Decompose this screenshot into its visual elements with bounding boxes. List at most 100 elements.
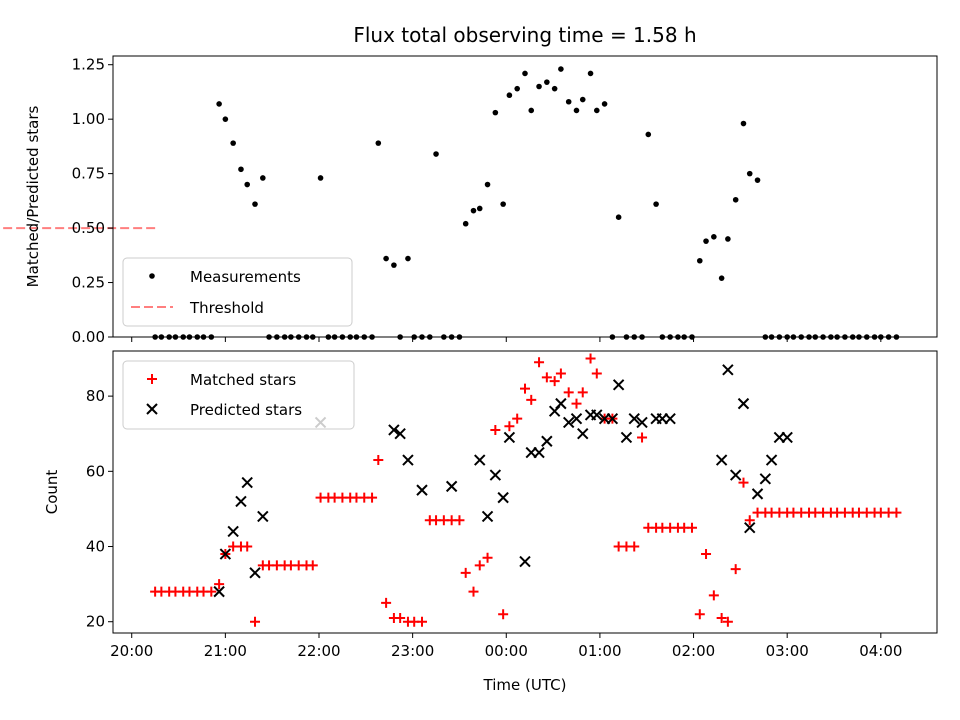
y-tick-label: 0.00 [72,328,105,346]
predicted-stars-point [606,412,619,425]
predicted-stars-point [737,397,750,410]
top-y-axis-ticks: 0.00 0.25 0.50 0.75 1.00 1.25 [72,56,113,346]
predicted-stars-point [257,510,269,523]
x-tick-label: 04:00 [859,642,902,660]
measurement-point [470,207,477,214]
predicted-stars-point [227,525,239,538]
predicted-stars-point [636,416,648,429]
measurement-point [506,92,513,99]
measurement-point [222,116,229,122]
matched-stars-point [722,616,733,627]
measurement-point [522,70,528,77]
matched-stars-point [571,398,582,409]
matched-stars-point [367,492,378,503]
measurement-point [244,181,251,188]
measurement-point [484,181,491,188]
predicted-stars-point [744,522,756,534]
matched-stars-point [395,612,406,623]
measurement-point [260,175,266,181]
measurement-point [544,79,550,85]
matched-stars-point [549,376,560,387]
measurement-point [740,120,747,127]
measurement-point [375,140,382,146]
matched-stars-point [891,507,902,518]
measurement-point [565,98,572,105]
matched-stars-point [307,560,318,571]
measurement-point [216,101,222,107]
legend-label-measurements: Measurements [190,268,301,286]
measurement-point [536,83,542,90]
predicted-stars-point [570,412,583,425]
chart-title: Flux total observing time = 1.58 h [353,23,696,47]
x-tick-label: 01:00 [578,642,621,660]
predicted-stars-point [555,397,567,410]
bottom-legend-box [122,360,355,430]
matched-stars-point [563,387,574,398]
measurement-point [238,166,244,173]
predicted-stars-point [533,446,545,459]
predicted-stars-point [664,412,676,425]
measurement-point [579,96,586,103]
predicted-stars-point [577,428,589,440]
predicted-stars-point [219,548,232,560]
measurement-point [587,70,594,77]
matched-stars-point [708,590,719,601]
matched-stars-point [686,522,697,533]
predicted-stars-point [249,567,261,579]
measurement-point [476,205,483,212]
bottom-y-axis-label: Count [43,470,61,515]
x-tick-label: 23:00 [391,642,434,660]
y-tick-label: 40 [86,538,105,556]
y-tick-label: 20 [86,613,105,631]
measurement-point [725,236,731,242]
matched-stars-point [498,609,509,620]
y-tick-label: 1.25 [72,56,105,74]
bottom-y-axis-ticks: 20 40 60 80 [86,387,113,631]
predicted-stars-point [402,454,414,466]
y-tick-label: 1.00 [72,110,105,128]
measurement-point [558,66,564,72]
measurement-point [551,85,558,92]
matched-stars-point [482,552,493,563]
x-tick-label: 20:00 [110,642,153,660]
matched-stars-point [468,586,479,597]
measurement-point [573,107,580,114]
predicted-stars-point [729,469,742,481]
top-plot-frame [112,55,938,338]
measurement-point [252,201,258,207]
measurement-point [696,257,703,264]
matched-stars-point [577,387,588,398]
matched-stars-point [454,515,465,526]
matched-stars-point [738,477,749,488]
y-tick-label: 0.25 [72,274,105,292]
x-axis-label: Time (UTC) [483,676,567,694]
legend-marker-predicted [146,403,158,415]
measurement-point [601,101,608,107]
measurement-point [230,140,236,146]
measurement-point [711,233,717,240]
matched-stars-point [520,383,530,394]
matched-stars-point [242,541,253,552]
measurement-point [754,177,761,183]
predicted-stars-point [541,435,553,447]
matched-stars-series [150,353,902,627]
measurement-point [718,275,725,281]
predicted-stars-point [759,473,772,485]
predicted-stars-point [562,416,575,429]
y-tick-label: 0.50 [72,219,105,237]
legend-marker-measurements [149,273,155,279]
matched-stars-point [716,612,727,623]
predicted-stars-point [445,480,458,493]
matched-stars-point [250,616,261,627]
measurement-point [462,220,469,227]
top-panel: 0.00 0.25 0.50 0.75 1.00 1.25 Matched/Predict… [0,55,938,346]
measurement-point [383,255,389,262]
predicted-stars-point [497,491,509,504]
matched-stars-point [381,597,392,608]
measurement-point [615,214,622,220]
matched-stars-point [637,432,648,443]
bottom-legend: Matched stars Predicted stars [122,360,355,430]
legend-marker-matched [147,374,157,384]
matched-stars-point [214,579,225,590]
